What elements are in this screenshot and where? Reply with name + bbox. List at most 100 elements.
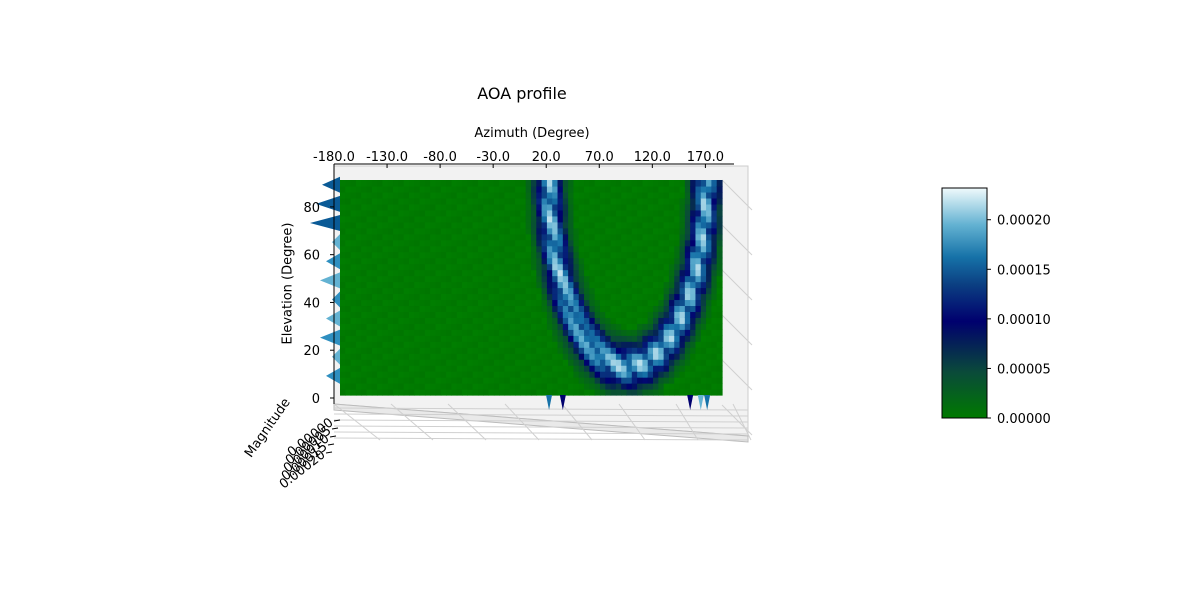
heatmap-cell	[642, 359, 649, 366]
heatmap-cell	[541, 203, 548, 211]
heatmap-cell	[387, 227, 394, 235]
heatmap-cell	[568, 323, 575, 330]
heatmap-cell	[408, 221, 415, 229]
heatmap-cell	[568, 329, 575, 336]
heatmap-cell	[568, 371, 575, 378]
heatmap-cell	[711, 323, 718, 330]
heatmap-cell	[594, 227, 601, 235]
heatmap-cell	[483, 311, 490, 318]
heatmap-cell	[605, 335, 612, 342]
heatmap-cell	[382, 257, 389, 265]
heatmap-cell	[552, 197, 559, 205]
heatmap-cell	[467, 221, 474, 229]
heatmap-cell	[695, 311, 702, 318]
heatmap-cell	[462, 341, 468, 348]
heatmap-cell	[446, 191, 453, 199]
heatmap-cell	[419, 359, 426, 366]
heatmap-cell	[414, 245, 421, 253]
heatmap-cell	[647, 227, 654, 235]
heatmap-cell	[605, 371, 612, 378]
heatmap-cell	[451, 329, 458, 336]
heatmap-cell	[552, 227, 559, 235]
heatmap-cell	[414, 197, 421, 205]
heatmap-cell	[584, 335, 590, 342]
heatmap-cell	[716, 383, 723, 390]
heatmap-cell	[690, 269, 697, 277]
heatmap-cell	[525, 197, 532, 205]
heatmap-cell	[647, 269, 654, 277]
heatmap-cell	[594, 299, 601, 307]
heatmap-cell	[456, 383, 463, 390]
heatmap-cell	[435, 191, 442, 199]
heatmap-cell	[493, 281, 500, 289]
heatmap-cell	[451, 371, 458, 378]
heatmap-cell	[361, 257, 368, 265]
heatmap-cell	[440, 287, 447, 295]
heatmap-cell	[350, 293, 357, 301]
heatmap-cell	[419, 251, 426, 259]
heatmap-cell	[355, 323, 362, 330]
heatmap-cell	[573, 299, 580, 307]
heatmap-cell	[467, 287, 474, 295]
heatmap-cell	[435, 209, 442, 217]
colorbar	[941, 187, 988, 419]
heatmap-cell	[419, 311, 426, 318]
heatmap-cell	[451, 257, 458, 265]
heatmap-cell	[531, 251, 537, 259]
heatmap-cell	[578, 365, 585, 372]
heatmap-cell	[700, 251, 707, 259]
heatmap-cell	[456, 317, 463, 324]
heatmap-cell	[462, 281, 468, 289]
heatmap-cell	[499, 281, 506, 289]
heatmap-cell	[525, 233, 532, 241]
heatmap-cell	[647, 365, 654, 372]
heatmap-cell	[663, 311, 670, 318]
heatmap-cell	[520, 233, 527, 241]
heatmap-cell	[414, 335, 421, 342]
heatmap-cell	[541, 269, 548, 277]
heatmap-cell	[647, 383, 654, 390]
heatmap-cell	[684, 191, 691, 199]
heatmap-cell	[568, 191, 575, 199]
heatmap-cell	[637, 197, 644, 205]
heatmap-cell	[589, 287, 596, 295]
heatmap-cell	[355, 335, 362, 342]
heatmap-cell	[345, 323, 352, 330]
floor-grid-line	[561, 403, 593, 441]
heatmap-cell	[525, 293, 532, 301]
heatmap-cell	[653, 341, 659, 348]
heatmap-cell	[653, 263, 659, 271]
heatmap-cell	[350, 281, 357, 289]
heatmap-cell	[387, 317, 394, 324]
heatmap-cell	[663, 287, 670, 295]
heatmap-cell	[552, 287, 559, 295]
heatmap-cell	[552, 299, 559, 307]
heatmap-cell	[355, 347, 362, 354]
heatmap-cell	[653, 221, 659, 229]
heatmap-cell	[361, 293, 368, 301]
heatmap-cell	[340, 197, 346, 205]
heatmap-cell	[706, 269, 712, 277]
heatmap-cell	[350, 239, 357, 247]
heatmap-cell	[557, 299, 564, 307]
heatmap-cell	[462, 275, 468, 283]
heatmap-cell	[631, 353, 638, 360]
heatmap-cell	[531, 317, 537, 324]
heatmap-cell	[525, 299, 532, 307]
heatmap-cell	[668, 281, 675, 289]
heatmap-cell	[414, 269, 421, 277]
heatmap-cell	[541, 317, 548, 324]
heatmap-cell	[366, 239, 373, 247]
heatmap-cell	[594, 197, 601, 205]
heatmap-cell	[536, 263, 543, 271]
heatmap-cell	[531, 299, 537, 307]
heatmap-cell	[562, 341, 569, 348]
heatmap-cell	[615, 329, 622, 336]
heatmap-cell	[674, 227, 681, 235]
heatmap-cell	[387, 180, 394, 187]
heatmap-cell	[653, 257, 659, 265]
heatmap-cell	[536, 323, 543, 330]
heatmap-cell	[520, 305, 527, 312]
heatmap-cell	[557, 203, 564, 211]
heatmap-cell	[382, 377, 389, 384]
